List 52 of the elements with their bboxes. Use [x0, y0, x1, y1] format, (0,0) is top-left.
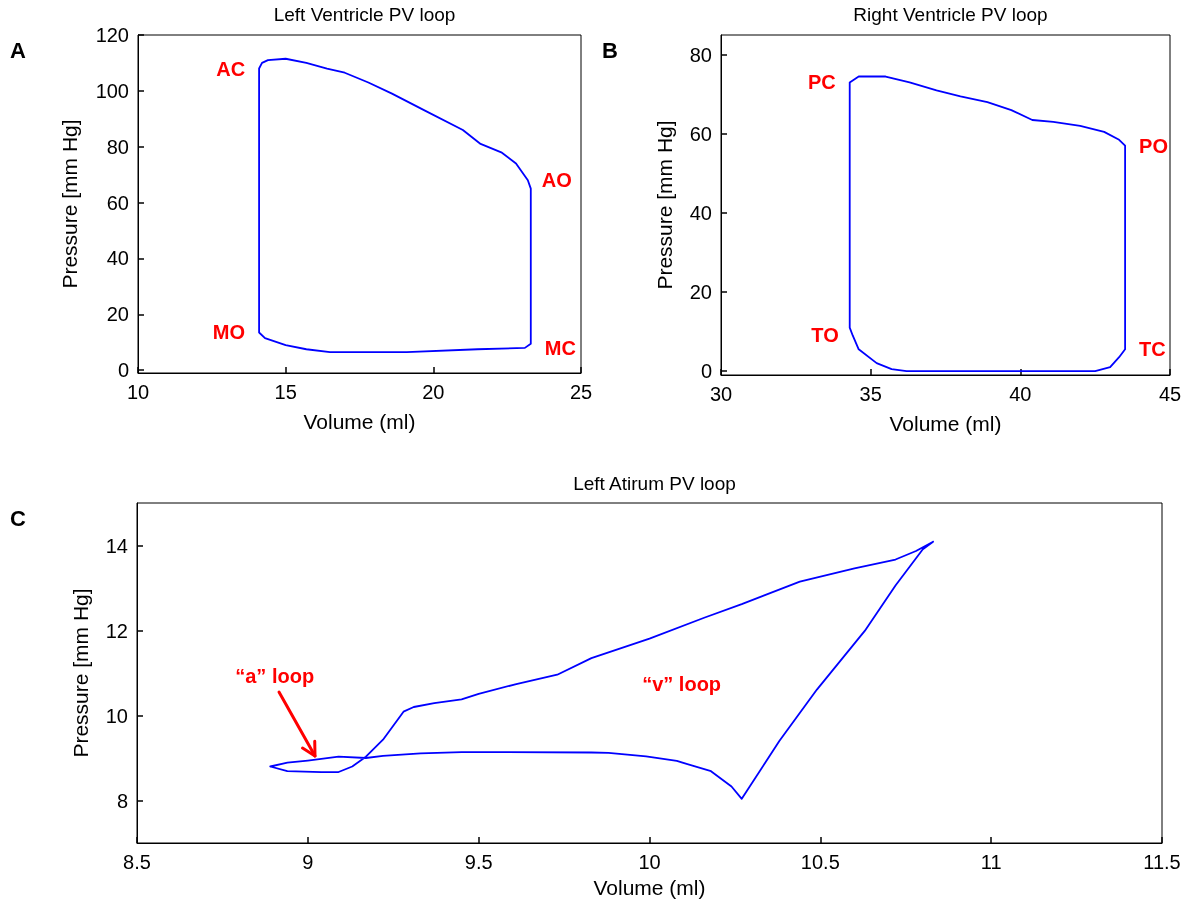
- x-axis-title: Volume (ml): [889, 412, 1002, 435]
- x-tick-label: 11: [980, 851, 1002, 873]
- annotation: PO: [1139, 134, 1168, 157]
- y-tick-label: 40: [689, 201, 712, 224]
- y-tick-label: 10: [105, 704, 128, 727]
- y-tick-label: 14: [105, 534, 128, 557]
- x-axis-title: Volume (ml): [593, 875, 706, 899]
- x-tick-label: 45: [1158, 383, 1182, 405]
- x-tick-label: 9: [302, 851, 314, 873]
- y-tick-label: 0: [117, 359, 129, 382]
- annotation: PC: [807, 71, 836, 94]
- annotation: TC: [1139, 338, 1166, 361]
- annotation: MO: [212, 321, 246, 344]
- annotation: “v” loop: [642, 673, 722, 696]
- y-axis-title: Pressure [mm Hg]: [69, 588, 92, 758]
- x-tick-label: 8.5: [123, 851, 151, 873]
- x-tick-label: 9.5: [464, 851, 493, 873]
- annotation: MC: [544, 336, 576, 359]
- y-tick-label: 40: [106, 247, 129, 270]
- annotation: TO: [811, 324, 839, 347]
- y-axis-title: Pressure [mm Hg]: [58, 119, 81, 289]
- y-axis-title: Pressure [mm Hg]: [653, 120, 676, 290]
- y-tick-label: 8: [116, 789, 128, 812]
- y-tick-label: 0: [700, 360, 712, 383]
- y-tick-label: 80: [106, 135, 129, 158]
- x-tick-label: 15: [274, 381, 297, 403]
- x-tick-label: 10: [638, 851, 661, 873]
- y-tick-label: 20: [106, 303, 129, 326]
- x-tick-label: 40: [1009, 383, 1032, 405]
- annotation: AC: [216, 57, 246, 80]
- y-tick-label: 80: [689, 43, 712, 66]
- y-tick-label: 20: [689, 280, 712, 303]
- x-tick-label: 11.5: [1143, 851, 1181, 873]
- chart-title: Left Atirum PV loop: [573, 473, 736, 494]
- x-tick-label: 30: [709, 383, 733, 405]
- annotation: “a” loop: [235, 664, 315, 687]
- annotation: AO: [541, 169, 572, 192]
- y-tick-label: 100: [95, 79, 129, 102]
- x-tick-label: 10.5: [800, 851, 840, 873]
- chart-title: Left Ventricle PV loop: [273, 4, 456, 25]
- y-tick-label: 120: [95, 24, 129, 46]
- chart-title: Right Ventricle PV loop: [853, 4, 1048, 25]
- x-axis-title: Volume (ml): [303, 410, 416, 433]
- y-tick-label: 12: [105, 619, 128, 642]
- x-tick-label: 35: [859, 383, 882, 405]
- y-tick-label: 60: [689, 122, 712, 145]
- text: C: [10, 505, 26, 531]
- text: B: [602, 37, 618, 63]
- text: A: [10, 37, 26, 63]
- x-tick-label: 20: [422, 381, 445, 403]
- x-tick-label: 25: [569, 381, 593, 403]
- y-tick-label: 60: [106, 191, 129, 214]
